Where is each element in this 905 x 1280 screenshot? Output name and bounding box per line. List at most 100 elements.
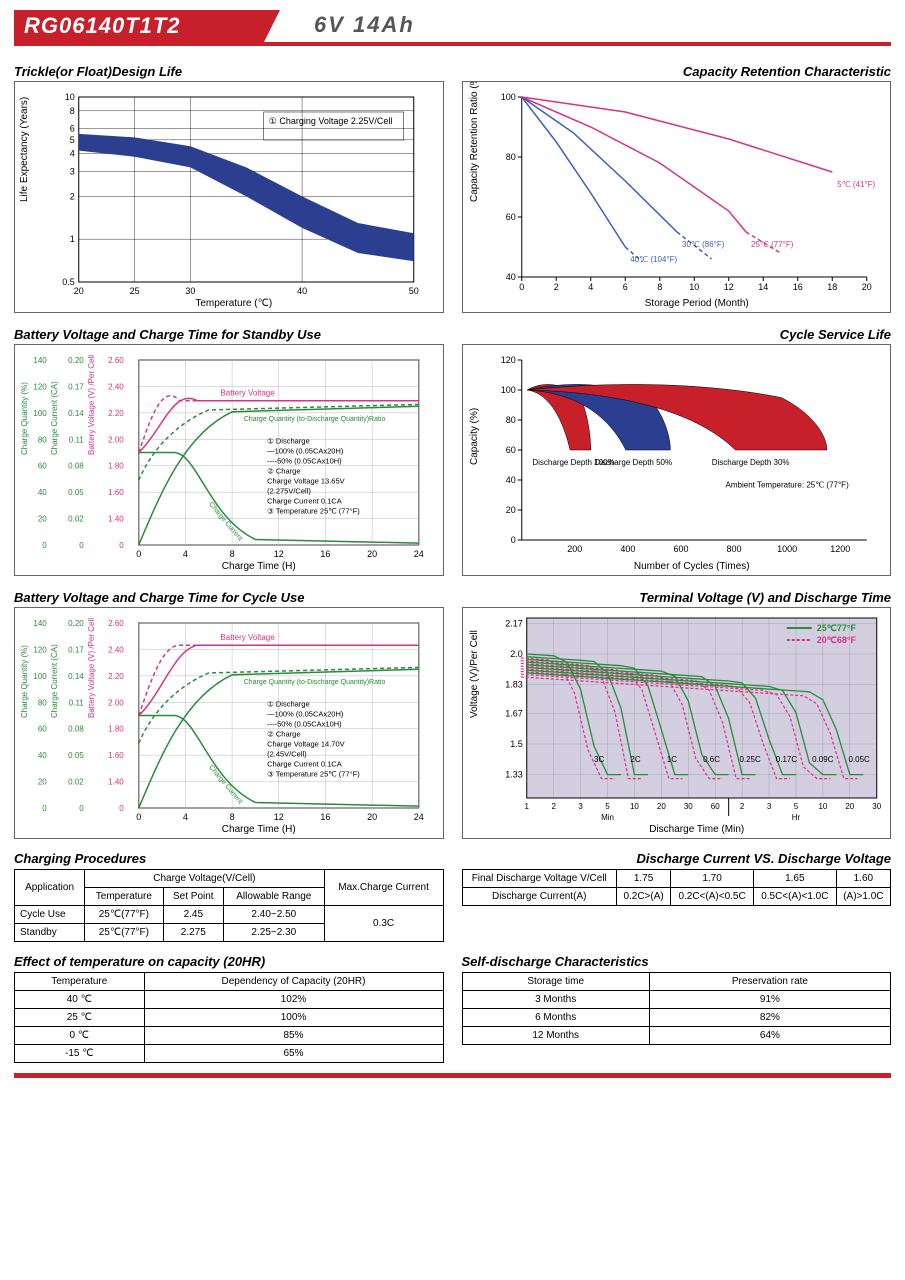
svg-text:20: 20	[845, 802, 854, 811]
cell: -15 ℃	[15, 1045, 145, 1063]
svg-text:0.11: 0.11	[69, 698, 85, 707]
svg-text:5: 5	[605, 802, 610, 811]
svg-text:1000: 1000	[777, 544, 797, 554]
chart4: 20040060080010001200020406080100120 Disc…	[462, 344, 892, 576]
svg-text:0.05C: 0.05C	[848, 755, 870, 764]
svg-text:Charge Time (H): Charge Time (H)	[222, 561, 296, 572]
svg-text:Battery Voltage: Battery Voltage	[220, 389, 275, 398]
svg-text:—100% (0.05CAx20H): —100% (0.05CAx20H)	[267, 446, 344, 455]
svg-text:Charge Quantity (to-Discharge: Charge Quantity (to-Discharge Quantity)R…	[244, 416, 386, 423]
svg-text:1.60: 1.60	[108, 488, 124, 497]
svg-text:Charge Quantity (to-Discharge: Charge Quantity (to-Discharge Quantity)R…	[244, 679, 386, 686]
header: RG06140T1T2 6V 14Ah	[14, 10, 891, 52]
svg-text:2.00: 2.00	[108, 698, 124, 707]
chart2: 02468101214161820406080100 40℃ (104°F)30…	[462, 81, 892, 313]
svg-text:Discharge Depth 50%: Discharge Depth 50%	[594, 458, 672, 467]
svg-text:25℃77°F: 25℃77°F	[816, 623, 856, 633]
th-app: Application	[15, 870, 85, 906]
svg-text:0: 0	[119, 541, 124, 550]
svg-text:(2.275V/Cell): (2.275V/Cell)	[267, 486, 311, 495]
svg-text:----50% (0.05CAx10H): ----50% (0.05CAx10H)	[267, 456, 342, 465]
svg-text:0: 0	[42, 541, 47, 550]
svg-text:0.08: 0.08	[68, 725, 84, 734]
svg-text:③ Temperature 25℃ (77°F): ③ Temperature 25℃ (77°F)	[267, 506, 360, 515]
svg-text:0: 0	[136, 549, 141, 559]
svg-text:Charge Current 0.1CA: Charge Current 0.1CA	[267, 496, 342, 505]
svg-text:4: 4	[183, 549, 188, 559]
header-rule	[14, 42, 891, 46]
chart6-wrap: Terminal Voltage (V) and Discharge Time …	[462, 584, 892, 839]
svg-text:② Charge: ② Charge	[267, 466, 300, 475]
svg-text:120: 120	[33, 645, 47, 654]
svg-text:0.17C: 0.17C	[775, 755, 797, 764]
table-row: 40 ℃102%	[15, 991, 444, 1009]
svg-text:5: 5	[70, 135, 75, 145]
svg-text:2.20: 2.20	[108, 672, 124, 681]
svg-text:0: 0	[136, 812, 141, 822]
svg-text:10: 10	[689, 282, 699, 292]
svg-text:Battery Voltage (V) /Per Cell: Battery Voltage (V) /Per Cell	[87, 618, 96, 718]
svg-text:60: 60	[38, 462, 47, 471]
table-row: Discharge Current(A) 0.2C>(A) 0.2C<(A)<0…	[462, 888, 891, 906]
svg-text:8: 8	[230, 812, 235, 822]
svg-text:Capacity (%): Capacity (%)	[468, 408, 479, 465]
svg-text:40: 40	[297, 286, 307, 296]
th: Discharge Current(A)	[462, 888, 616, 906]
svg-text:20℃68°F: 20℃68°F	[816, 635, 856, 645]
charging-title: Charging Procedures	[14, 851, 444, 866]
svg-text:Charge Current (CA): Charge Current (CA)	[50, 381, 59, 455]
svg-text:120: 120	[500, 355, 515, 365]
svg-text:200: 200	[567, 544, 582, 554]
th-sp: Set Point	[163, 888, 223, 906]
svg-text:6: 6	[70, 124, 75, 134]
cell-mcc: 0.3C	[324, 906, 443, 942]
svg-text:20: 20	[38, 515, 47, 524]
svg-text:2.40: 2.40	[108, 382, 124, 391]
svg-text:60: 60	[710, 802, 719, 811]
svg-text:1.67: 1.67	[505, 708, 523, 718]
discharge-title: Discharge Current VS. Discharge Voltage	[462, 851, 892, 866]
cell: 82%	[649, 1009, 890, 1027]
model-banner: RG06140T1T2	[14, 10, 264, 42]
cell: 0 ℃	[15, 1027, 145, 1045]
chart5-title: Battery Voltage and Charge Time for Cycl…	[14, 590, 444, 605]
svg-text:0.25C: 0.25C	[739, 755, 761, 764]
chart1-wrap: Trickle(or Float)Design Life 20253040500…	[14, 58, 444, 313]
svg-text:3C: 3C	[594, 755, 604, 764]
svg-text:20: 20	[367, 549, 377, 559]
cell: 3 Months	[462, 991, 649, 1009]
svg-text:0: 0	[42, 804, 47, 813]
discharge-table: Final Discharge Voltage V/Cell 1.75 1.70…	[462, 869, 892, 906]
svg-text:0: 0	[519, 282, 524, 292]
spec-label: 6V 14Ah	[314, 12, 415, 38]
svg-text:100: 100	[500, 385, 515, 395]
svg-text:③ Temperature 25℃ (77°F): ③ Temperature 25℃ (77°F)	[267, 769, 360, 778]
self-table-wrap: Self-discharge Characteristics Storage t…	[462, 946, 892, 1063]
svg-text:18: 18	[827, 282, 837, 292]
cell: 6 Months	[462, 1009, 649, 1027]
svg-text:Charge Current 0.1CA: Charge Current 0.1CA	[267, 759, 342, 768]
th-cv: Charge Voltage(V/Cell)	[85, 870, 325, 888]
cell: Cycle Use	[15, 906, 85, 924]
cell: 64%	[649, 1027, 890, 1045]
svg-text:12: 12	[274, 549, 284, 559]
temp-title: Effect of temperature on capacity (20HR)	[14, 954, 444, 969]
svg-text:0.09C: 0.09C	[812, 755, 834, 764]
svg-text:0.6C: 0.6C	[703, 755, 720, 764]
svg-text:80: 80	[505, 152, 515, 162]
svg-text:1.33: 1.33	[505, 770, 523, 780]
cell: 0.2C<(A)<0.5C	[671, 888, 754, 906]
cell: 85%	[144, 1027, 443, 1045]
charging-table: Application Charge Voltage(V/Cell) Max.C…	[14, 869, 444, 942]
svg-text:0: 0	[119, 804, 124, 813]
svg-text:4: 4	[588, 282, 593, 292]
svg-text:1.80: 1.80	[108, 462, 124, 471]
svg-text:(2.45V/Cell): (2.45V/Cell)	[267, 749, 307, 758]
svg-text:1.40: 1.40	[108, 778, 124, 787]
svg-text:30: 30	[683, 802, 692, 811]
svg-text:8: 8	[230, 549, 235, 559]
svg-text:10: 10	[818, 802, 827, 811]
th: Preservation rate	[649, 973, 890, 991]
chart5: 0481216202402040608010012014000.020.050.…	[14, 607, 444, 839]
chart3-wrap: Battery Voltage and Charge Time for Stan…	[14, 321, 444, 576]
